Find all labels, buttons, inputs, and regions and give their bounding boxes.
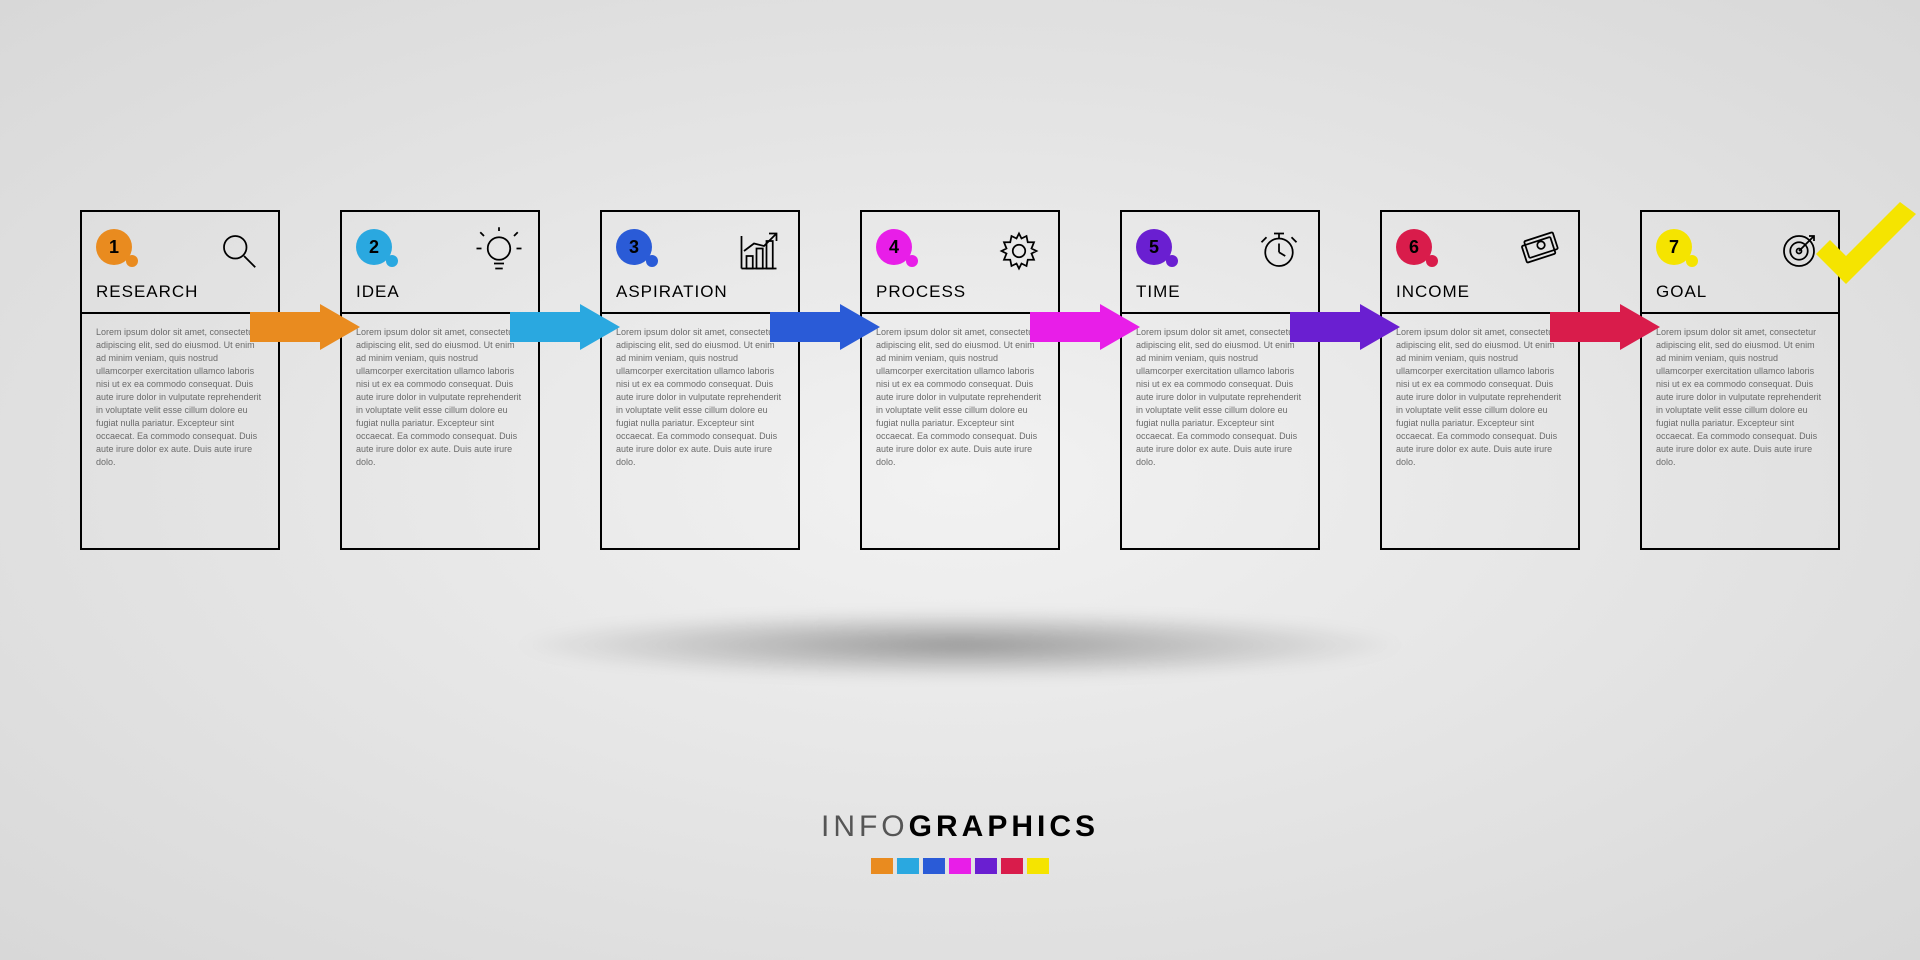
swatch <box>923 858 945 874</box>
step-title: PROCESS <box>876 282 1044 302</box>
arrow-icon <box>250 304 360 350</box>
clock-icon <box>1254 226 1304 276</box>
footer: INFOGRAPHICS <box>821 810 1099 874</box>
swatch <box>871 858 893 874</box>
step-body: Lorem ipsum dolor sit amet, consectetur … <box>356 326 524 470</box>
chart-up-icon <box>734 226 784 276</box>
card-divider <box>82 312 278 314</box>
step-number-wrap: 7 <box>1656 229 1706 273</box>
step-number-dot <box>386 255 398 267</box>
card-head: 2 <box>356 226 524 276</box>
drop-shadow <box>510 610 1410 680</box>
step-number-dot <box>1686 255 1698 267</box>
step-number-dot <box>126 255 138 267</box>
step-card-goal: 7 GOAL Lorem ipsum dolor sit amet, conse… <box>1640 210 1840 550</box>
card-divider <box>1642 312 1838 314</box>
card-head: 4 <box>876 226 1044 276</box>
step-number-dot <box>906 255 918 267</box>
steps-row: 1 RESEARCH Lorem ipsum dolor sit amet, c… <box>80 210 1840 550</box>
step-body: Lorem ipsum dolor sit amet, consectetur … <box>876 326 1044 470</box>
color-swatches <box>821 858 1099 874</box>
card-divider <box>862 312 1058 314</box>
swatch <box>1001 858 1023 874</box>
magnifier-icon <box>214 226 264 276</box>
step-number-wrap: 1 <box>96 229 146 273</box>
step-title: INCOME <box>1396 282 1564 302</box>
step-title: RESEARCH <box>96 282 264 302</box>
step-title: GOAL <box>1656 282 1824 302</box>
step-number-wrap: 2 <box>356 229 406 273</box>
card-divider <box>1122 312 1318 314</box>
step-body: Lorem ipsum dolor sit amet, consectetur … <box>96 326 264 470</box>
swatch <box>949 858 971 874</box>
step-card-income: 6 INCOME Lorem ipsum dolor sit amet, con… <box>1380 210 1580 550</box>
step-card-aspiration: 3 ASPIRATION Lorem ipsum dolor sit amet,… <box>600 210 800 550</box>
arrow-icon <box>1290 304 1400 350</box>
card-head: 7 <box>1656 226 1824 276</box>
swatch <box>975 858 997 874</box>
footer-word-bold: GRAPHICS <box>909 810 1099 843</box>
step-body: Lorem ipsum dolor sit amet, consectetur … <box>1136 326 1304 470</box>
step-title: IDEA <box>356 282 524 302</box>
arrow-icon <box>510 304 620 350</box>
gear-icon <box>994 226 1044 276</box>
step-body: Lorem ipsum dolor sit amet, consectetur … <box>1656 326 1824 470</box>
footer-word-light: INFO <box>821 810 909 843</box>
step-card-idea: 2 IDEA Lorem ipsum dolor sit amet, conse… <box>340 210 540 550</box>
step-number-dot <box>1166 255 1178 267</box>
step-card-time: 5 TIME Lorem ipsum dolor sit amet, conse… <box>1120 210 1320 550</box>
card-divider <box>342 312 538 314</box>
card-head: 5 <box>1136 226 1304 276</box>
step-number-wrap: 5 <box>1136 229 1186 273</box>
step-body: Lorem ipsum dolor sit amet, consectetur … <box>616 326 784 470</box>
card-head: 1 <box>96 226 264 276</box>
step-title: ASPIRATION <box>616 282 784 302</box>
arrow-icon <box>1550 304 1660 350</box>
step-number-dot <box>646 255 658 267</box>
step-number-wrap: 4 <box>876 229 926 273</box>
swatch <box>897 858 919 874</box>
step-body: Lorem ipsum dolor sit amet, consectetur … <box>1396 326 1564 470</box>
arrow-icon <box>770 304 880 350</box>
step-number-wrap: 3 <box>616 229 666 273</box>
arrow-icon <box>1030 304 1140 350</box>
footer-title: INFOGRAPHICS <box>821 810 1099 844</box>
card-head: 3 <box>616 226 784 276</box>
card-head: 6 <box>1396 226 1564 276</box>
card-divider <box>1382 312 1578 314</box>
step-card-research: 1 RESEARCH Lorem ipsum dolor sit amet, c… <box>80 210 280 550</box>
swatch <box>1027 858 1049 874</box>
lightbulb-icon <box>474 226 524 276</box>
step-number-wrap: 6 <box>1396 229 1446 273</box>
money-icon <box>1514 226 1564 276</box>
checkmark-icon <box>1804 190 1920 310</box>
step-title: TIME <box>1136 282 1304 302</box>
step-number-dot <box>1426 255 1438 267</box>
step-card-process: 4 PROCESS Lorem ipsum dolor sit amet, co… <box>860 210 1060 550</box>
card-divider <box>602 312 798 314</box>
